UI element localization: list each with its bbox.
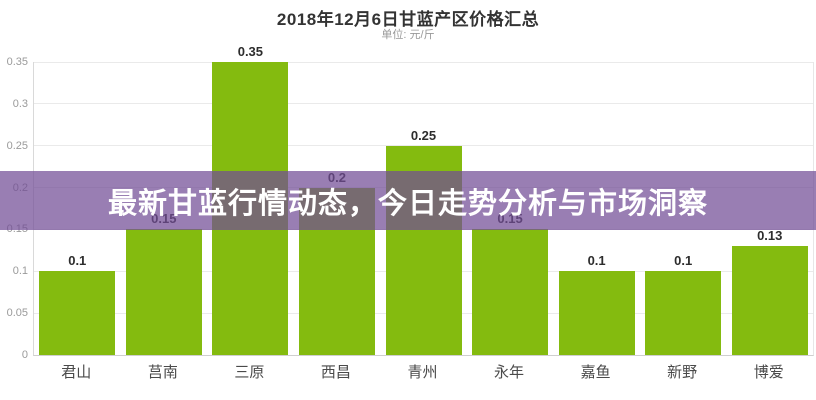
bar-嘉鱼 [558, 271, 635, 355]
y-tick-label: 0 [21, 349, 28, 361]
x-axis: 君山 莒南 三原 西昌 青州 永年 嘉鱼 新野 博爱 [33, 361, 812, 385]
x-tick-label: 莒南 [147, 364, 178, 381]
gridline [34, 145, 813, 147]
x-tick-label: 青州 [407, 364, 438, 381]
headline-text: 最新甘蓝行情动态，今日走势分析与市场洞察 [107, 187, 708, 220]
bar-value-label: 0.13 [757, 228, 783, 244]
bar-value-label: 0.1 [68, 253, 87, 269]
x-tick-label: 君山 [61, 364, 92, 381]
x-tick-label: 西昌 [320, 364, 351, 381]
bar-莒南 [125, 229, 202, 355]
bar-value-label: 0.25 [410, 127, 437, 143]
x-tick-label: 永年 [494, 364, 525, 381]
x-tick-label: 博爱 [753, 364, 784, 381]
gridline [34, 61, 813, 63]
bar-永年 [472, 229, 549, 355]
x-tick-label: 三原 [234, 364, 265, 381]
bar-新野 [645, 271, 722, 355]
gridline [34, 103, 813, 105]
bar-value-label: 0.1 [587, 253, 606, 269]
bar-value-label: 0.1 [674, 253, 693, 269]
x-tick-label: 嘉鱼 [580, 364, 611, 381]
bar-君山 [39, 271, 116, 355]
x-tick-label: 新野 [667, 364, 698, 381]
bar-value-label: 0.35 [237, 44, 264, 59]
chart-title: 2018年12月6日甘蓝产区价格汇总 [276, 10, 540, 29]
y-tick-label: 0.05 [6, 307, 28, 320]
chart-subtitle-unit: 单位: 元/斤 [381, 29, 435, 41]
bar-博爱 [731, 246, 808, 355]
y-tick-label: 0.1 [12, 265, 28, 278]
y-tick-label: 0.35 [6, 56, 28, 68]
y-tick-label: 0.3 [12, 97, 28, 110]
headline-banner: 最新甘蓝行情动态，今日走势分析与市场洞察 [0, 171, 816, 230]
y-tick-label: 0.25 [6, 139, 28, 152]
